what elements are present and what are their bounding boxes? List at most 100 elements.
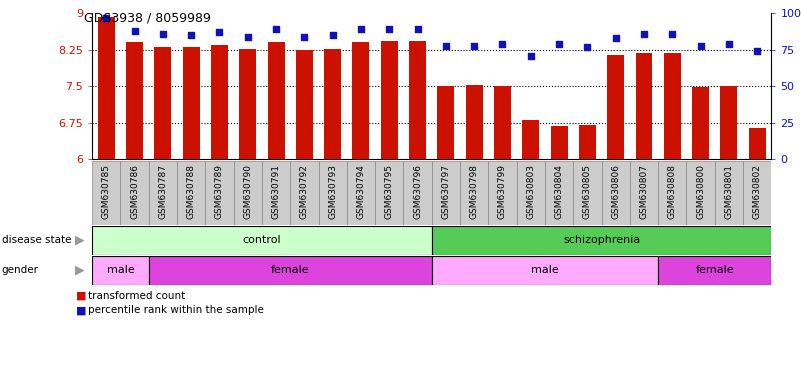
- Bar: [126, 41, 143, 159]
- Bar: [743, 161, 771, 225]
- Bar: [155, 48, 171, 159]
- Bar: [550, 126, 568, 159]
- Bar: [352, 41, 369, 159]
- Bar: [489, 161, 517, 225]
- Point: [213, 29, 226, 35]
- Text: ▶: ▶: [74, 234, 84, 247]
- Text: disease state: disease state: [2, 235, 71, 245]
- Bar: [324, 50, 341, 159]
- Text: female: female: [271, 265, 309, 275]
- Bar: [635, 53, 653, 159]
- Bar: [460, 161, 489, 225]
- Bar: [347, 161, 375, 225]
- Bar: [522, 121, 539, 159]
- Text: GSM630796: GSM630796: [413, 164, 422, 219]
- Text: female: female: [695, 265, 734, 275]
- Text: GSM630803: GSM630803: [526, 164, 535, 219]
- Bar: [686, 161, 714, 225]
- Point: [610, 35, 622, 41]
- Point: [355, 26, 368, 33]
- Bar: [120, 161, 149, 225]
- Bar: [380, 41, 398, 159]
- Bar: [92, 226, 432, 255]
- Point: [581, 44, 594, 50]
- Text: control: control: [243, 235, 281, 245]
- Point: [128, 28, 141, 34]
- Bar: [692, 88, 709, 159]
- Bar: [749, 128, 766, 159]
- Bar: [319, 161, 347, 225]
- Bar: [658, 256, 771, 285]
- Point: [241, 34, 254, 40]
- Text: GSM630785: GSM630785: [102, 164, 111, 219]
- Bar: [262, 161, 290, 225]
- Text: ▶: ▶: [74, 264, 84, 276]
- Bar: [602, 161, 630, 225]
- Point: [326, 32, 339, 38]
- Text: GSM630807: GSM630807: [639, 164, 649, 219]
- Bar: [296, 50, 313, 159]
- Bar: [234, 161, 262, 225]
- Text: GSM630789: GSM630789: [215, 164, 224, 219]
- Bar: [98, 17, 115, 159]
- Text: ■: ■: [76, 291, 87, 301]
- Point: [298, 34, 311, 40]
- Bar: [409, 41, 426, 159]
- Bar: [432, 226, 771, 255]
- Text: GSM630795: GSM630795: [384, 164, 394, 219]
- Point: [156, 31, 169, 37]
- Bar: [714, 161, 743, 225]
- Text: GSM630797: GSM630797: [441, 164, 450, 219]
- Bar: [432, 161, 460, 225]
- Text: percentile rank within the sample: percentile rank within the sample: [88, 305, 264, 315]
- Bar: [465, 85, 483, 159]
- Text: transformed count: transformed count: [88, 291, 185, 301]
- Point: [638, 31, 650, 37]
- Text: GSM630791: GSM630791: [272, 164, 280, 219]
- Bar: [205, 161, 234, 225]
- Text: GSM630806: GSM630806: [611, 164, 620, 219]
- Bar: [607, 55, 624, 159]
- Bar: [432, 256, 658, 285]
- Text: male: male: [107, 265, 135, 275]
- Point: [440, 43, 453, 49]
- Text: GSM630787: GSM630787: [159, 164, 167, 219]
- Text: GSM630802: GSM630802: [753, 164, 762, 219]
- Bar: [579, 125, 596, 159]
- Text: gender: gender: [2, 265, 38, 275]
- Text: GSM630808: GSM630808: [668, 164, 677, 219]
- Text: GSM630804: GSM630804: [554, 164, 564, 219]
- Text: schizophrenia: schizophrenia: [563, 235, 640, 245]
- Bar: [494, 86, 511, 159]
- Text: GSM630793: GSM630793: [328, 164, 337, 219]
- Text: GSM630790: GSM630790: [244, 164, 252, 219]
- Text: male: male: [531, 265, 559, 275]
- Text: GSM630801: GSM630801: [724, 164, 734, 219]
- Text: GSM630799: GSM630799: [498, 164, 507, 219]
- Bar: [658, 161, 686, 225]
- Point: [525, 53, 537, 59]
- Bar: [211, 45, 228, 159]
- Text: GSM630794: GSM630794: [356, 164, 365, 219]
- Text: GSM630800: GSM630800: [696, 164, 705, 219]
- Bar: [664, 53, 681, 159]
- Bar: [545, 161, 574, 225]
- Text: ■: ■: [76, 305, 87, 315]
- Point: [411, 26, 424, 33]
- Text: GSM630788: GSM630788: [187, 164, 195, 219]
- Bar: [177, 161, 205, 225]
- Text: GDS3938 / 8059989: GDS3938 / 8059989: [84, 12, 211, 25]
- Text: GSM630792: GSM630792: [300, 164, 309, 219]
- Text: GSM630786: GSM630786: [130, 164, 139, 219]
- Bar: [574, 161, 602, 225]
- Point: [666, 31, 678, 37]
- Bar: [404, 161, 432, 225]
- Bar: [149, 161, 177, 225]
- Text: GSM630805: GSM630805: [583, 164, 592, 219]
- Bar: [375, 161, 404, 225]
- Point: [100, 15, 113, 21]
- Bar: [183, 48, 199, 159]
- Bar: [720, 86, 738, 159]
- Point: [270, 26, 283, 33]
- Bar: [290, 161, 319, 225]
